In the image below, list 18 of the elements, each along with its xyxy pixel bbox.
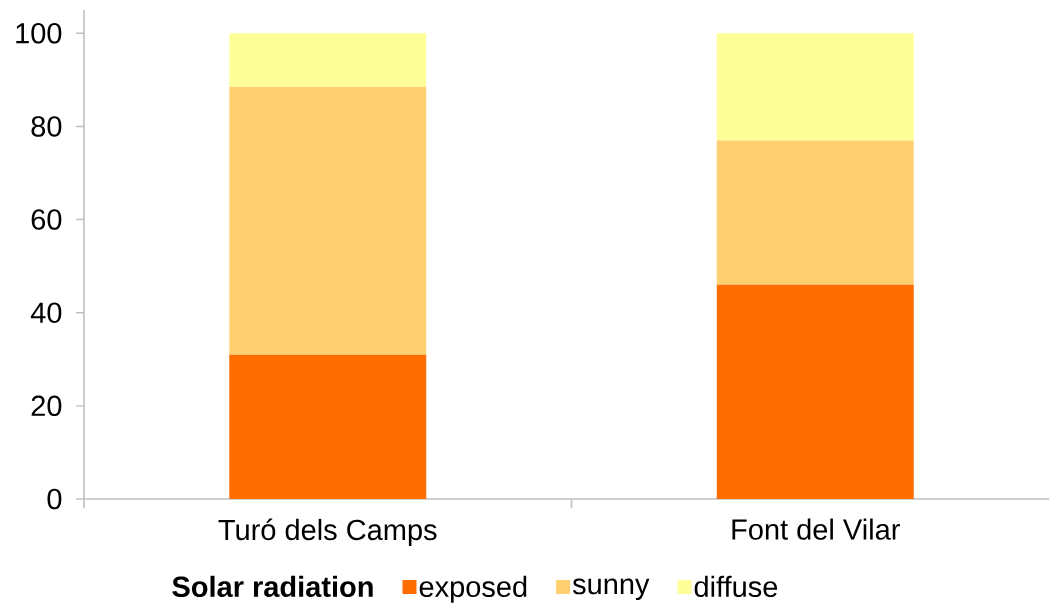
legend-label: exposed [419, 575, 527, 603]
y-tick-label: 100 [16, 23, 62, 44]
x-tick-label: Font del Vilar [732, 518, 900, 540]
legend-title: Solar radiation [172, 575, 373, 598]
y-tick-label: 60 [31, 209, 62, 230]
y-tick-label: 20 [31, 395, 62, 417]
y-tick-label: 40 [30, 302, 62, 323]
y-tick-label: 80 [31, 116, 62, 137]
legend-label: sunny [572, 578, 650, 601]
bar [229, 33, 427, 87]
bar [229, 354, 427, 499]
y-tick-label: 0 [47, 488, 62, 510]
legend-label: diffuse [694, 575, 778, 598]
bar [716, 284, 914, 499]
bar [229, 86, 427, 355]
x-tick-label: Turó dels Camps [218, 518, 437, 546]
bar [716, 33, 914, 141]
bar [716, 140, 914, 285]
